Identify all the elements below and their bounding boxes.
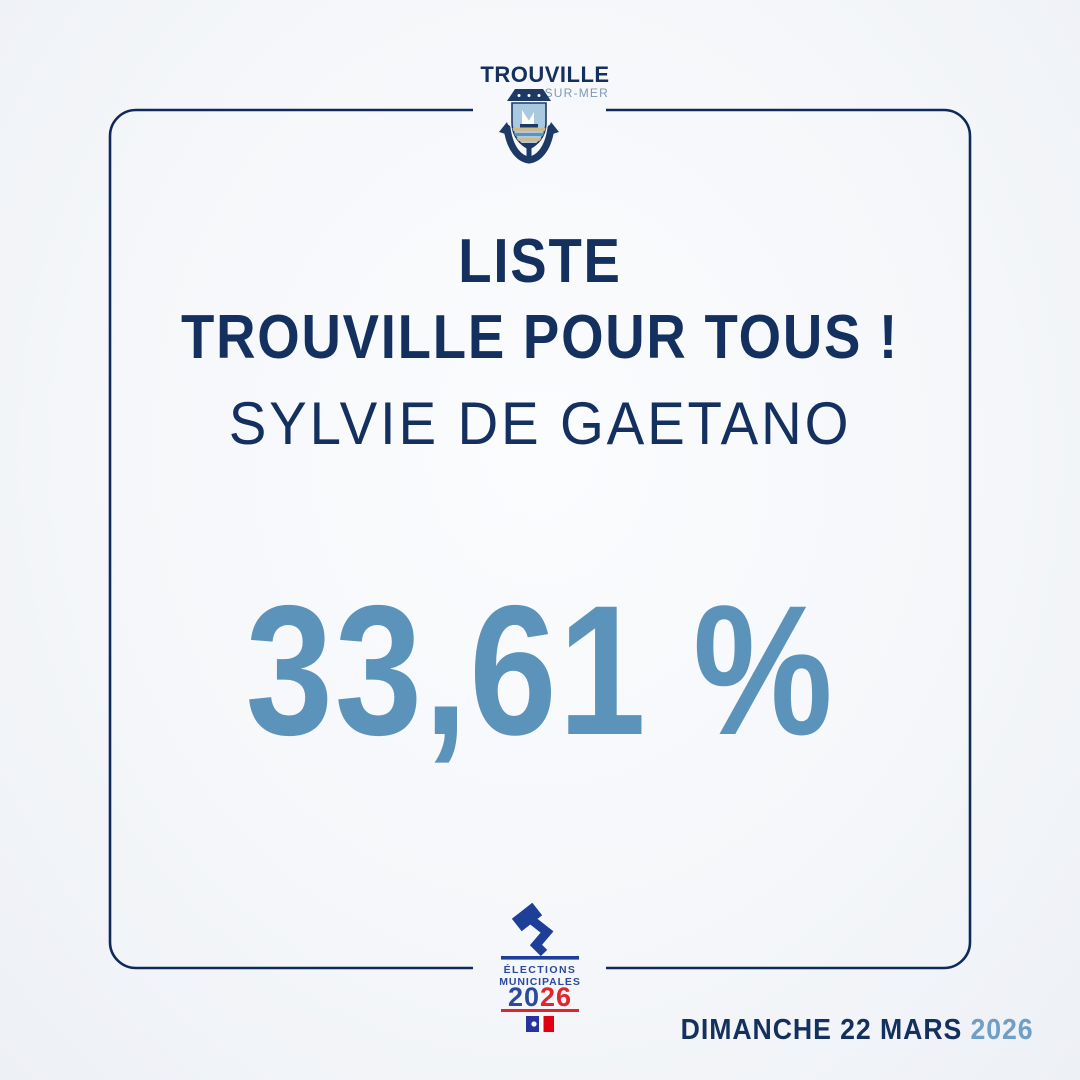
- elections-municipales-logo: ÉLECTIONS MUNICIPALES 2026: [485, 900, 595, 1036]
- ballot-box-icon: [501, 902, 579, 960]
- headline-block: LISTE TROUVILLE POUR TOUS ! SYLVIE DE GA…: [0, 224, 1080, 464]
- result-percentage: 33,61 %: [245, 568, 835, 774]
- list-title-line1: LISTE: [458, 227, 622, 296]
- elections-label-line2: MUNICIPALES: [499, 976, 580, 988]
- footer-date-year: 2026: [970, 1014, 1034, 1046]
- trouville-sur-mer-logo: TROUVILLE SUR-MER: [465, 60, 615, 164]
- anchor-emblem-icon: [499, 89, 559, 164]
- list-title-line2: TROUVILLE POUR TOUS !: [181, 303, 899, 372]
- elections-year: 2026: [508, 982, 572, 1012]
- elections-label-line1: ÉLECTIONS: [504, 963, 577, 976]
- city-logo-name: TROUVILLE: [480, 62, 609, 87]
- french-flag-icon: [526, 1016, 554, 1032]
- footer-date: DIMANCHE 22 MARS 2026: [681, 1014, 1034, 1047]
- city-logo-suffix: SUR-MER: [545, 86, 609, 100]
- candidate-name: SYLVIE DE GAETANO: [228, 390, 852, 457]
- footer-date-text: DIMANCHE 22 MARS: [681, 1014, 963, 1046]
